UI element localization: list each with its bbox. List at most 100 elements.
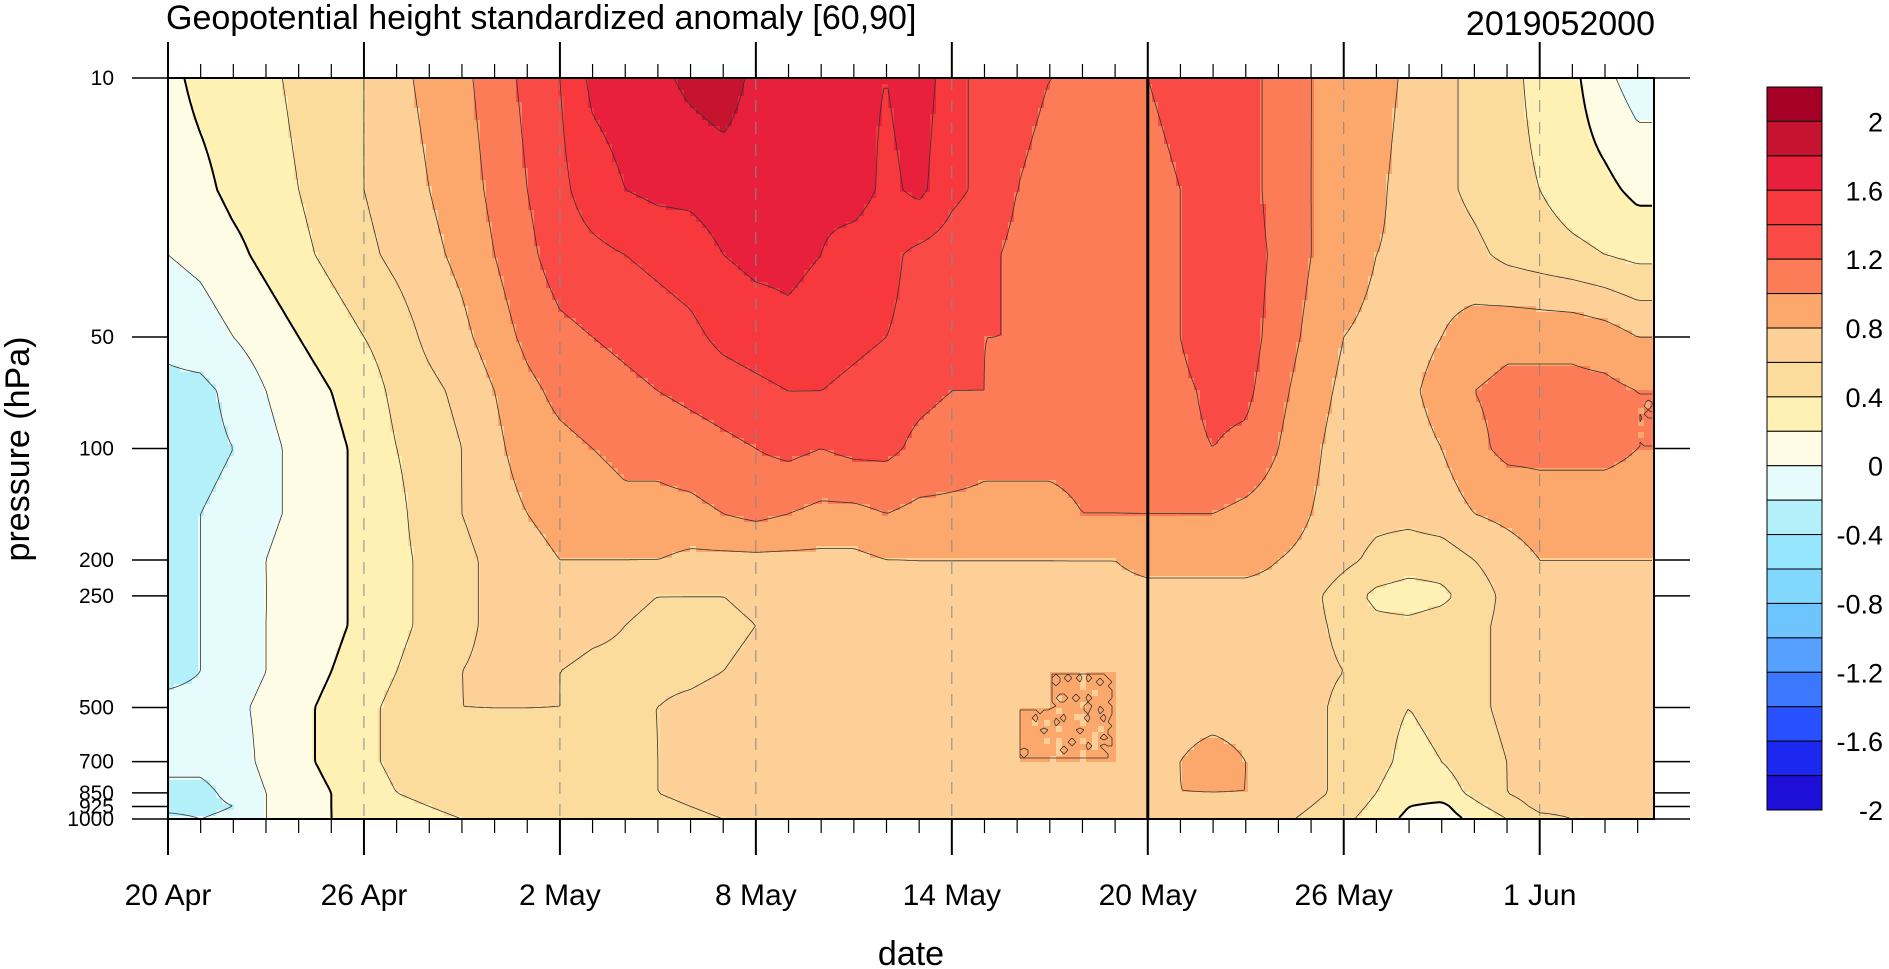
- contour-cell: [606, 90, 613, 97]
- contour-cell: [1272, 126, 1279, 133]
- contour-cell: [900, 90, 907, 97]
- contour-cell: [396, 150, 403, 157]
- contour-cell: [1548, 150, 1555, 157]
- contour-cell: [786, 138, 793, 145]
- contour-cell: [198, 174, 205, 181]
- contour-cell: [1434, 144, 1441, 151]
- contour-cell: [552, 126, 559, 133]
- contour-cell: [1302, 186, 1309, 193]
- contour-cell: [1152, 144, 1159, 151]
- contour-cell: [1446, 186, 1453, 193]
- contour-cell: [978, 90, 985, 97]
- contour-cell: [918, 174, 925, 181]
- contour-cell: [666, 162, 673, 169]
- contour-cell: [1242, 150, 1249, 157]
- contour-cell: [1464, 120, 1471, 127]
- contour-cell: [1470, 84, 1477, 91]
- contour-cell: [930, 96, 937, 103]
- contour-cell: [444, 96, 451, 103]
- contour-cell: [174, 174, 181, 181]
- contour-cell: [180, 192, 187, 199]
- contour-cell: [1566, 156, 1573, 163]
- contour-cell: [600, 144, 607, 151]
- contour-cell: [954, 162, 961, 169]
- contour-cell: [1320, 168, 1327, 175]
- contour-cell: [1386, 114, 1393, 121]
- contour-cell: [1380, 114, 1387, 121]
- contour-cell: [276, 138, 283, 145]
- contour-cell: [360, 180, 367, 187]
- contour-cell: [660, 126, 667, 133]
- contour-cell: [924, 114, 931, 121]
- contour-cell: [1476, 90, 1483, 97]
- contour-cell: [1062, 96, 1069, 103]
- contour-cell: [1434, 84, 1441, 91]
- contour-cell: [1164, 96, 1171, 103]
- contour-cell: [414, 132, 421, 139]
- contour-cell: [456, 180, 463, 187]
- contour-cell: [1512, 150, 1519, 157]
- contour-cell: [894, 114, 901, 121]
- contour-cell: [1122, 96, 1129, 103]
- contour-cell: [288, 108, 295, 115]
- contour-cell: [762, 108, 769, 115]
- contour-cell: [312, 174, 319, 181]
- contour-cell: [324, 180, 331, 187]
- contour-cell: [540, 108, 547, 115]
- contour-cell: [852, 114, 859, 121]
- contour-cell: [1554, 96, 1561, 103]
- contour-cell: [1644, 180, 1651, 187]
- contour-cell: [1506, 108, 1513, 115]
- contour-cell: [1116, 120, 1123, 127]
- contour-cell: [258, 150, 265, 157]
- contour-cell: [420, 96, 427, 103]
- contour-cell: [1200, 168, 1207, 175]
- contour-cell: [216, 156, 223, 163]
- contour-cell: [354, 198, 361, 205]
- contour-cell: [180, 138, 187, 145]
- contour-cell: [1248, 150, 1255, 157]
- contour-cell: [426, 162, 433, 169]
- contour-cell: [660, 102, 667, 109]
- contour-cell: [552, 150, 559, 157]
- contour-cell: [780, 156, 787, 163]
- contour-cell: [864, 90, 871, 97]
- contour-cell: [906, 150, 913, 157]
- contour-cell: [1584, 186, 1591, 193]
- contour-cell: [834, 186, 841, 193]
- contour-cell: [1110, 168, 1117, 175]
- contour-cell: [1128, 108, 1135, 115]
- contour-cell: [1458, 96, 1465, 103]
- contour-cell: [1326, 102, 1333, 109]
- contour-cell: [1086, 174, 1093, 181]
- contour-cell: [546, 192, 553, 199]
- contour-cell: [672, 96, 679, 103]
- contour-cell: [828, 108, 835, 115]
- contour-cell: [420, 120, 427, 127]
- contour-cell: [654, 120, 661, 127]
- contour-cell: [1608, 156, 1615, 163]
- contour-cell: [774, 168, 781, 175]
- contour-cell: [1458, 90, 1465, 97]
- contour-cell: [228, 198, 235, 205]
- contour-cell: [612, 192, 619, 199]
- contour-cell: [1524, 156, 1531, 163]
- contour-cell: [1242, 186, 1249, 193]
- contour-cell: [414, 144, 421, 151]
- contour-cell: [486, 186, 493, 193]
- contour-cell: [972, 138, 979, 145]
- contour-cell: [1464, 96, 1471, 103]
- contour-cell: [906, 132, 913, 139]
- contour-cell: [1032, 162, 1039, 169]
- contour-cell: [894, 138, 901, 145]
- contour-cell: [276, 90, 283, 97]
- contour-cell: [366, 156, 373, 163]
- contour-cell: [1014, 90, 1021, 97]
- contour-cell: [1638, 144, 1645, 151]
- contour-cell: [714, 90, 721, 97]
- contour-cell: [1362, 186, 1369, 193]
- contour-cell: [786, 180, 793, 187]
- contour-cell: [888, 192, 895, 199]
- contour-cell: [858, 132, 865, 139]
- contour-cell: [288, 90, 295, 97]
